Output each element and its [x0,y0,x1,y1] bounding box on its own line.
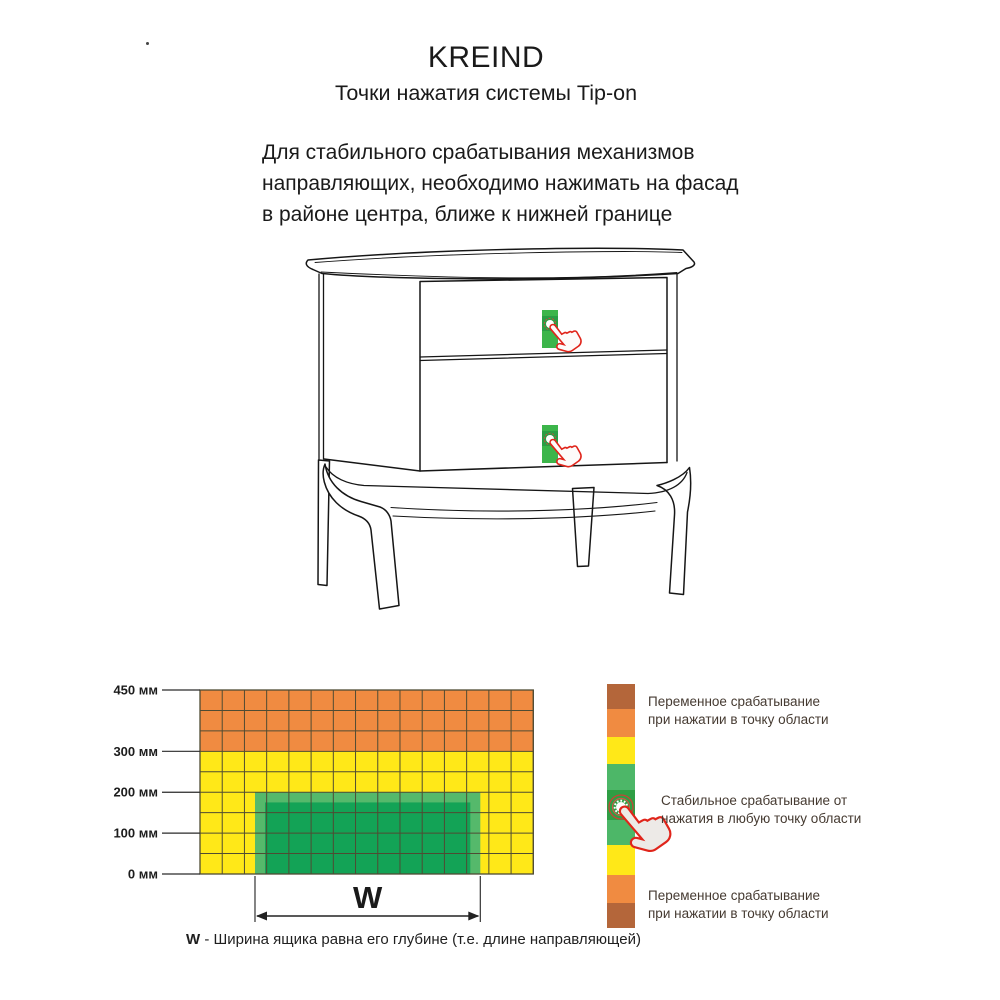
w-arrowhead-right [468,911,480,921]
tick-label: 200 мм [113,785,158,800]
press-zone-chart: 450 мм 300 мм 200 мм 100 мм 0 мм W [113,683,534,922]
brand-title: KREIND [427,41,545,74]
chart-caption: W - Ширина ящика равна его глубине (т.е.… [186,931,641,948]
touch-starburst [613,799,629,815]
nightstand-top [305,247,696,280]
caption-text: - Ширина ящика равна его глубине (т.е. д… [200,931,641,948]
zone-stable-inner [264,802,471,874]
left-stile [318,273,325,460]
ripple-outer [608,794,634,820]
legend-bar-segment [607,875,635,903]
legend-item-variable-top: Переменное срабатывание при нажатии в то… [648,693,829,728]
tick-label: 0 мм [128,867,158,882]
legend-line: нажатия в любую точку области [661,810,862,826]
apron-rail [390,501,658,520]
legend-bar-segment [607,684,635,709]
carcass-bottom-edge [323,458,668,472]
press-ripple [543,317,557,331]
caption-w-symbol: W [186,931,201,948]
apron-edge [325,466,688,495]
legend-bar-segment [607,903,635,928]
legend-line: Стабильное срабатывание от [661,793,848,808]
press-ripple [543,432,557,446]
legend-line: Переменное срабатывание [648,888,821,903]
leg-back-right [571,486,595,568]
intro-line-3: в районе центра, ближе к нижней границе [262,203,673,226]
leg-front-left [322,463,400,610]
legend-item-stable: Стабильное срабатывание от нажатия в люб… [661,792,861,827]
nightstand-drawing [305,247,696,610]
front-face-edges [419,276,668,472]
legend-item-variable-bottom: Переменное срабатывание при нажатии в то… [648,887,829,922]
leg-back-left [317,459,331,587]
legend-line: при нажатии в точку области [648,905,829,921]
drawer-divider [419,349,668,362]
legend-bar-segment [607,737,635,764]
top-rim-line [314,251,683,263]
page-subtitle: Точки нажатия системы Tip-on [334,81,638,105]
tick-label: 450 мм [113,683,158,698]
grid-border [199,689,534,875]
tick-label: 300 мм [113,744,158,759]
legend-line: Переменное срабатывание [648,694,821,709]
tick-label: 100 мм [113,826,158,841]
w-label: W [353,880,383,915]
stray-dot-mark [146,42,149,45]
legend-touch-icon [607,790,677,860]
top-molding-line [320,271,678,279]
intro-paragraph: Для стабильного срабатывания механизмов … [262,137,762,230]
intro-line-2: направляющих, необходимо нажимать на фас… [262,172,739,195]
leg-front-right [656,466,692,596]
zone-variable-top [200,690,534,752]
intro-line-1: Для стабильного срабатывания механизмов [262,141,695,164]
press-point-top-drawer [542,310,585,358]
w-arrowhead-left [255,911,267,921]
legend-bar-segment [607,709,635,737]
legend-line: при нажатии в точку области [648,711,829,727]
press-point-bottom-drawer [542,425,585,473]
legend-bar-segment [607,845,635,875]
title-block: KREIND Точки нажатия системы Tip-on [130,40,842,108]
